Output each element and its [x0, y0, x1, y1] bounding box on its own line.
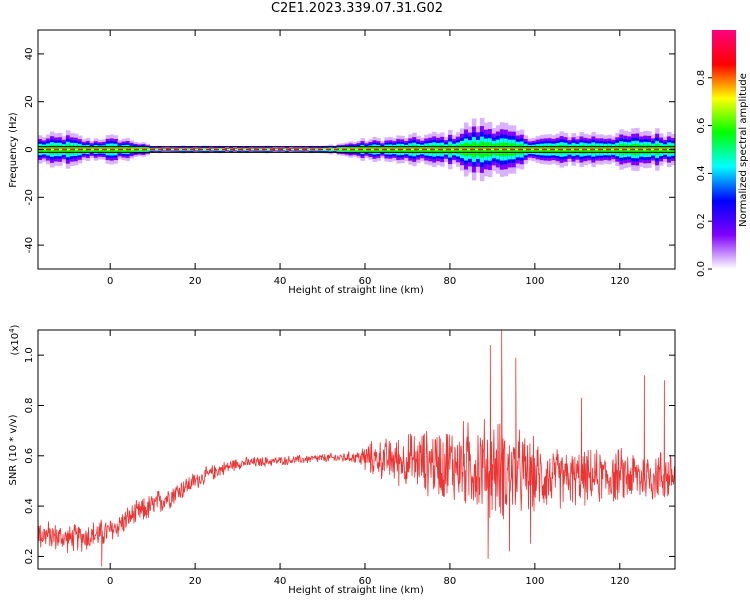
y-tick-label: 0.6 — [24, 448, 35, 464]
colorbar-label: Normalized spectral amplitude — [738, 73, 749, 227]
x-tick-label: 100 — [525, 276, 544, 287]
x-tick-label: 0 — [107, 276, 113, 287]
colorbar-tick-label: 0.4 — [696, 165, 707, 181]
snr-y-axis-label: SNR (10 * v/v) — [8, 414, 19, 485]
colorbar-tick-label: 0.8 — [696, 70, 707, 86]
y-tick-label: 0 — [24, 146, 35, 152]
page-title: C2E1.2023.339.07.31.G02 — [270, 1, 444, 16]
colorbar-tick-label: 0.0 — [696, 261, 707, 277]
x-tick-label: 120 — [610, 576, 629, 587]
y-tick-label: 40 — [24, 48, 35, 61]
snr-y-multiplier: (x104) — [8, 324, 21, 355]
x-tick-label: 100 — [525, 576, 544, 587]
x-tick-label: 20 — [189, 576, 202, 587]
y-tick-label: 0.4 — [24, 498, 35, 514]
x-tick-label: 0 — [107, 576, 113, 587]
y-tick-label: 1.0 — [24, 347, 35, 363]
spectrogram-band — [38, 117, 676, 182]
spectrogram-y-axis-label: Frequency (Hz) — [8, 112, 19, 188]
colorbar-tick-label: 0.6 — [696, 118, 707, 134]
x-tick-label: 40 — [274, 576, 287, 587]
spectrogram-panel: 0 20 40 60 80 100 120 -40 -20 0 20 40 Height of st… — [8, 29, 676, 296]
colorbar-gradient — [712, 30, 736, 269]
colorbar: 0.0 0.2 0.4 0.6 0.8 Normalized spectral ampl… — [696, 30, 749, 277]
y-tick-label: 0.2 — [24, 548, 35, 564]
x-tick-label: 80 — [444, 576, 457, 587]
x-tick-label: 80 — [444, 276, 457, 287]
y-tick-label: 20 — [24, 95, 35, 108]
x-tick-label: 20 — [189, 276, 202, 287]
snr-frame — [37, 329, 676, 570]
y-tick-label: -40 — [24, 237, 35, 253]
snr-line — [37, 329, 676, 567]
colorbar-tick-label: 0.2 — [696, 213, 707, 229]
spectrogram-x-axis-label: Height of straight line (km) — [288, 285, 424, 296]
x-tick-label: 60 — [359, 576, 372, 587]
snr-series — [37, 329, 676, 567]
snr-x-axis-label: Height of straight line (km) — [288, 585, 424, 596]
spectrogram-y-axis: -40 -20 0 20 40 — [24, 48, 675, 253]
y-tick-label: 0.8 — [24, 398, 35, 414]
snr-panel: 0 20 40 60 80 100 120 0.2 0.4 0.6 0.8 1.0 Height o… — [8, 324, 676, 596]
snr-plot-area — [38, 330, 675, 569]
x-tick-label: 120 — [610, 276, 629, 287]
snr-x-axis: 0 20 40 60 80 100 120 — [107, 330, 629, 587]
snr-y-axis: 0.2 0.4 0.6 0.8 1.0 — [24, 347, 675, 564]
x-tick-label: 60 — [359, 276, 372, 287]
colorbar-axis: 0.0 0.2 0.4 0.6 0.8 — [696, 70, 712, 277]
spectrogram-x-axis: 0 20 40 60 80 100 120 — [107, 30, 629, 287]
y-tick-label: -20 — [24, 189, 35, 205]
x-tick-label: 40 — [274, 276, 287, 287]
